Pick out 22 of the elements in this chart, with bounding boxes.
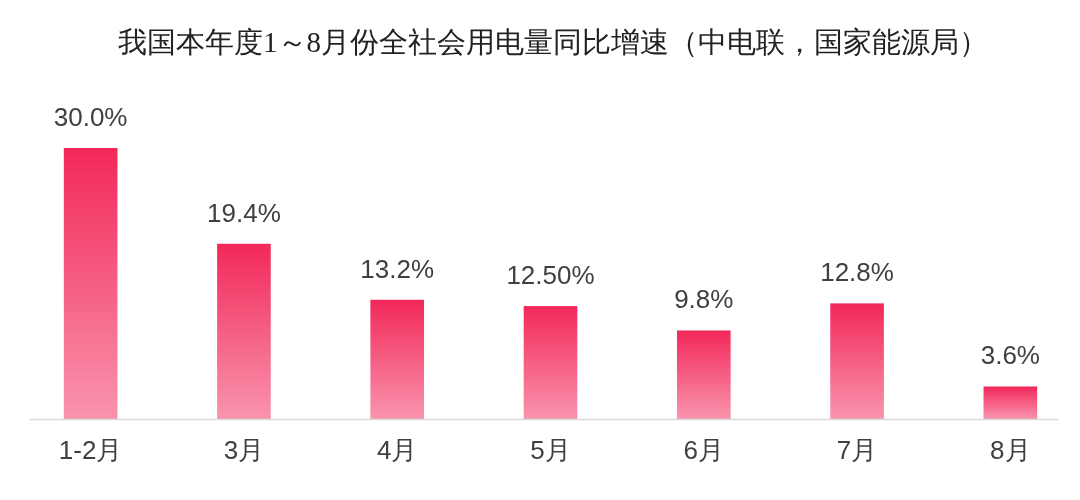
data-label: 12.50%	[506, 260, 595, 291]
data-label: 12.8%	[820, 257, 894, 288]
x-tick-label: 3月	[223, 435, 265, 466]
data-label: 9.8%	[674, 284, 734, 315]
bar	[983, 386, 1038, 419]
x-tick-label: 1-2月	[58, 435, 123, 466]
bar	[830, 303, 884, 419]
bar	[63, 148, 118, 419]
bar	[370, 299, 425, 419]
data-label: 13.2%	[360, 253, 435, 284]
data-label: 30.0%	[53, 102, 128, 132]
data-label: 19.4%	[207, 197, 281, 228]
x-tick-label: 7月	[836, 435, 878, 466]
x-tick-label: 5月	[530, 435, 571, 466]
bar	[217, 243, 271, 419]
bar	[676, 330, 731, 419]
chart-title: 我国本年度1～8月份全社会用电量同比增速（中电联，国家能源局）	[118, 26, 988, 58]
x-tick-label: 8月	[990, 435, 1031, 466]
bar	[523, 306, 578, 419]
x-tick-label: 6月	[683, 435, 725, 466]
x-tick-label: 4月	[376, 435, 418, 466]
data-label: 3.6%	[980, 340, 1040, 371]
